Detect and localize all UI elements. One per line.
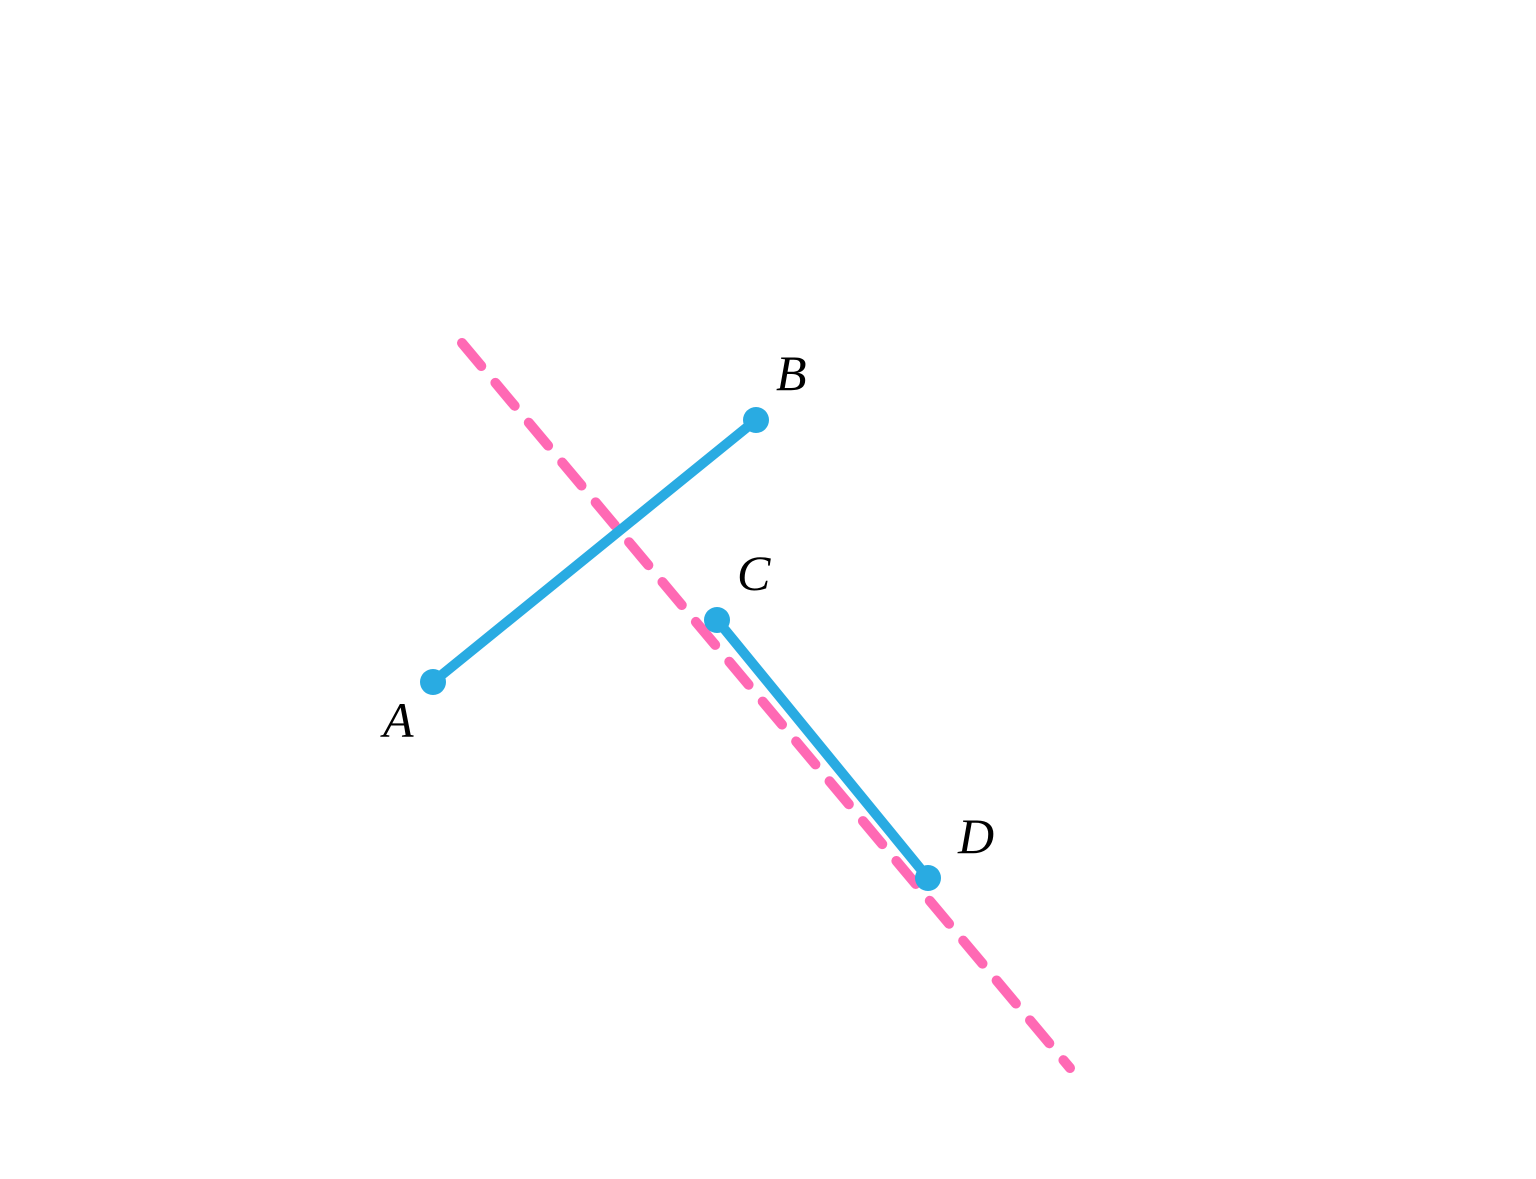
label-B: B: [776, 345, 807, 401]
label-D: D: [957, 808, 994, 864]
point-A: [420, 669, 446, 695]
diagram-canvas: A B C D: [0, 0, 1536, 1179]
point-D: [915, 865, 941, 891]
point-B: [743, 407, 769, 433]
label-A: A: [380, 692, 414, 748]
point-C: [704, 607, 730, 633]
label-C: C: [737, 545, 771, 601]
